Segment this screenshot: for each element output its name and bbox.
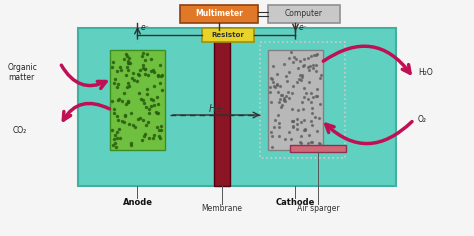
Text: O₂: O₂	[418, 115, 427, 124]
Text: e⁻: e⁻	[299, 24, 307, 33]
Bar	[202, 28, 254, 42]
Text: H+: H+	[209, 104, 224, 114]
Text: Resistor: Resistor	[211, 32, 245, 38]
Text: Computer: Computer	[285, 9, 323, 18]
Text: Multimeter: Multimeter	[195, 9, 243, 18]
Text: Cathode: Cathode	[276, 198, 315, 207]
Bar	[110, 50, 165, 150]
Bar	[260, 42, 345, 158]
Bar	[78, 28, 396, 186]
Text: Membrane: Membrane	[201, 204, 243, 213]
Bar	[268, 50, 323, 150]
Text: e⁻: e⁻	[140, 24, 149, 33]
Bar	[290, 145, 346, 152]
Text: H₂O: H₂O	[418, 68, 433, 77]
Text: Air sparger: Air sparger	[297, 204, 339, 213]
Bar	[214, 28, 230, 186]
Bar	[180, 5, 258, 23]
Text: CO₂: CO₂	[13, 126, 27, 135]
Text: Organic
matter: Organic matter	[8, 63, 38, 82]
Bar	[268, 5, 340, 23]
Text: Anode: Anode	[122, 198, 153, 207]
